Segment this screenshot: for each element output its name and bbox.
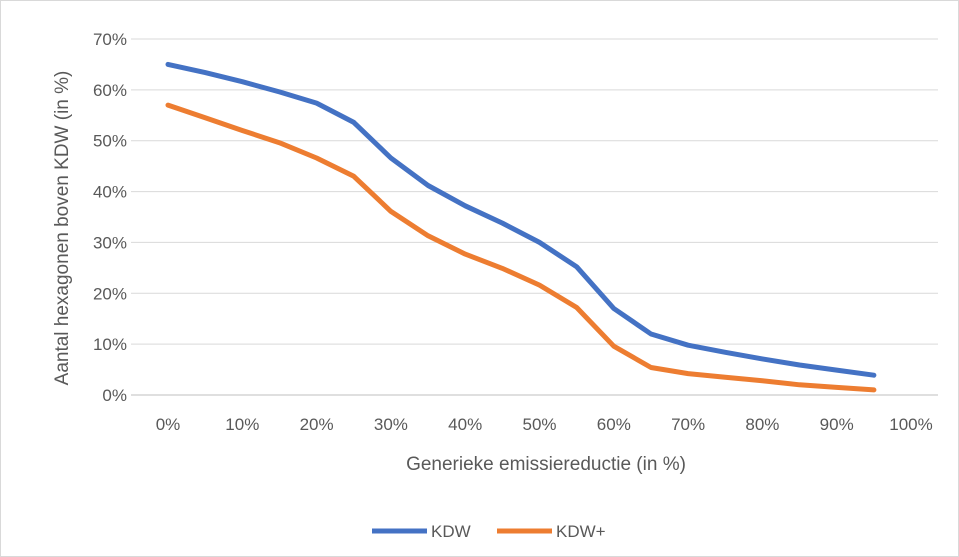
- series-line-kdw: [165, 61, 877, 378]
- series-lines: [165, 61, 877, 393]
- y-tick-label: 40%: [93, 183, 127, 202]
- x-tick-label: 90%: [820, 415, 854, 434]
- x-axis-tick-labels: 0% 10% 20% 30% 40% 50% 60% 70% 80% 90% 100%: [156, 415, 933, 434]
- y-tick-label: 20%: [93, 284, 127, 303]
- y-tick-label: 70%: [93, 30, 127, 49]
- y-tick-label: 60%: [93, 81, 127, 100]
- legend[interactable]: KDW KDW+: [372, 522, 606, 541]
- x-tick-label: 60%: [597, 415, 631, 434]
- y-axis-title: Aantal hexagonen boven KDW (in %): [52, 71, 73, 386]
- x-tick-label: 0%: [156, 415, 181, 434]
- y-tick-label: 30%: [93, 233, 127, 252]
- x-tick-label: 70%: [671, 415, 705, 434]
- y-tick-label: 50%: [93, 132, 127, 151]
- y-tick-label: 10%: [93, 335, 127, 354]
- x-tick-label: 30%: [374, 415, 408, 434]
- x-tick-label: 20%: [300, 415, 334, 434]
- series-line-kdw-plus: [165, 102, 877, 393]
- gridlines: [131, 38, 938, 396]
- legend-label-kdw: KDW: [431, 522, 471, 541]
- x-axis-title: Generieke emissiereductie (in %): [406, 454, 686, 475]
- legend-item-kdw-plus[interactable]: KDW+: [497, 522, 606, 541]
- y-axis-tick-labels: 0% 10% 20% 30% 40% 50% 60% 70%: [93, 30, 127, 405]
- legend-item-kdw[interactable]: KDW: [372, 522, 471, 541]
- legend-label-kdw-plus: KDW+: [556, 522, 606, 541]
- y-tick-label: 0%: [102, 386, 127, 405]
- x-tick-label: 40%: [448, 415, 482, 434]
- x-tick-label: 10%: [225, 415, 259, 434]
- x-tick-label: 100%: [889, 415, 932, 434]
- x-tick-label: 80%: [745, 415, 779, 434]
- x-tick-label: 50%: [522, 415, 556, 434]
